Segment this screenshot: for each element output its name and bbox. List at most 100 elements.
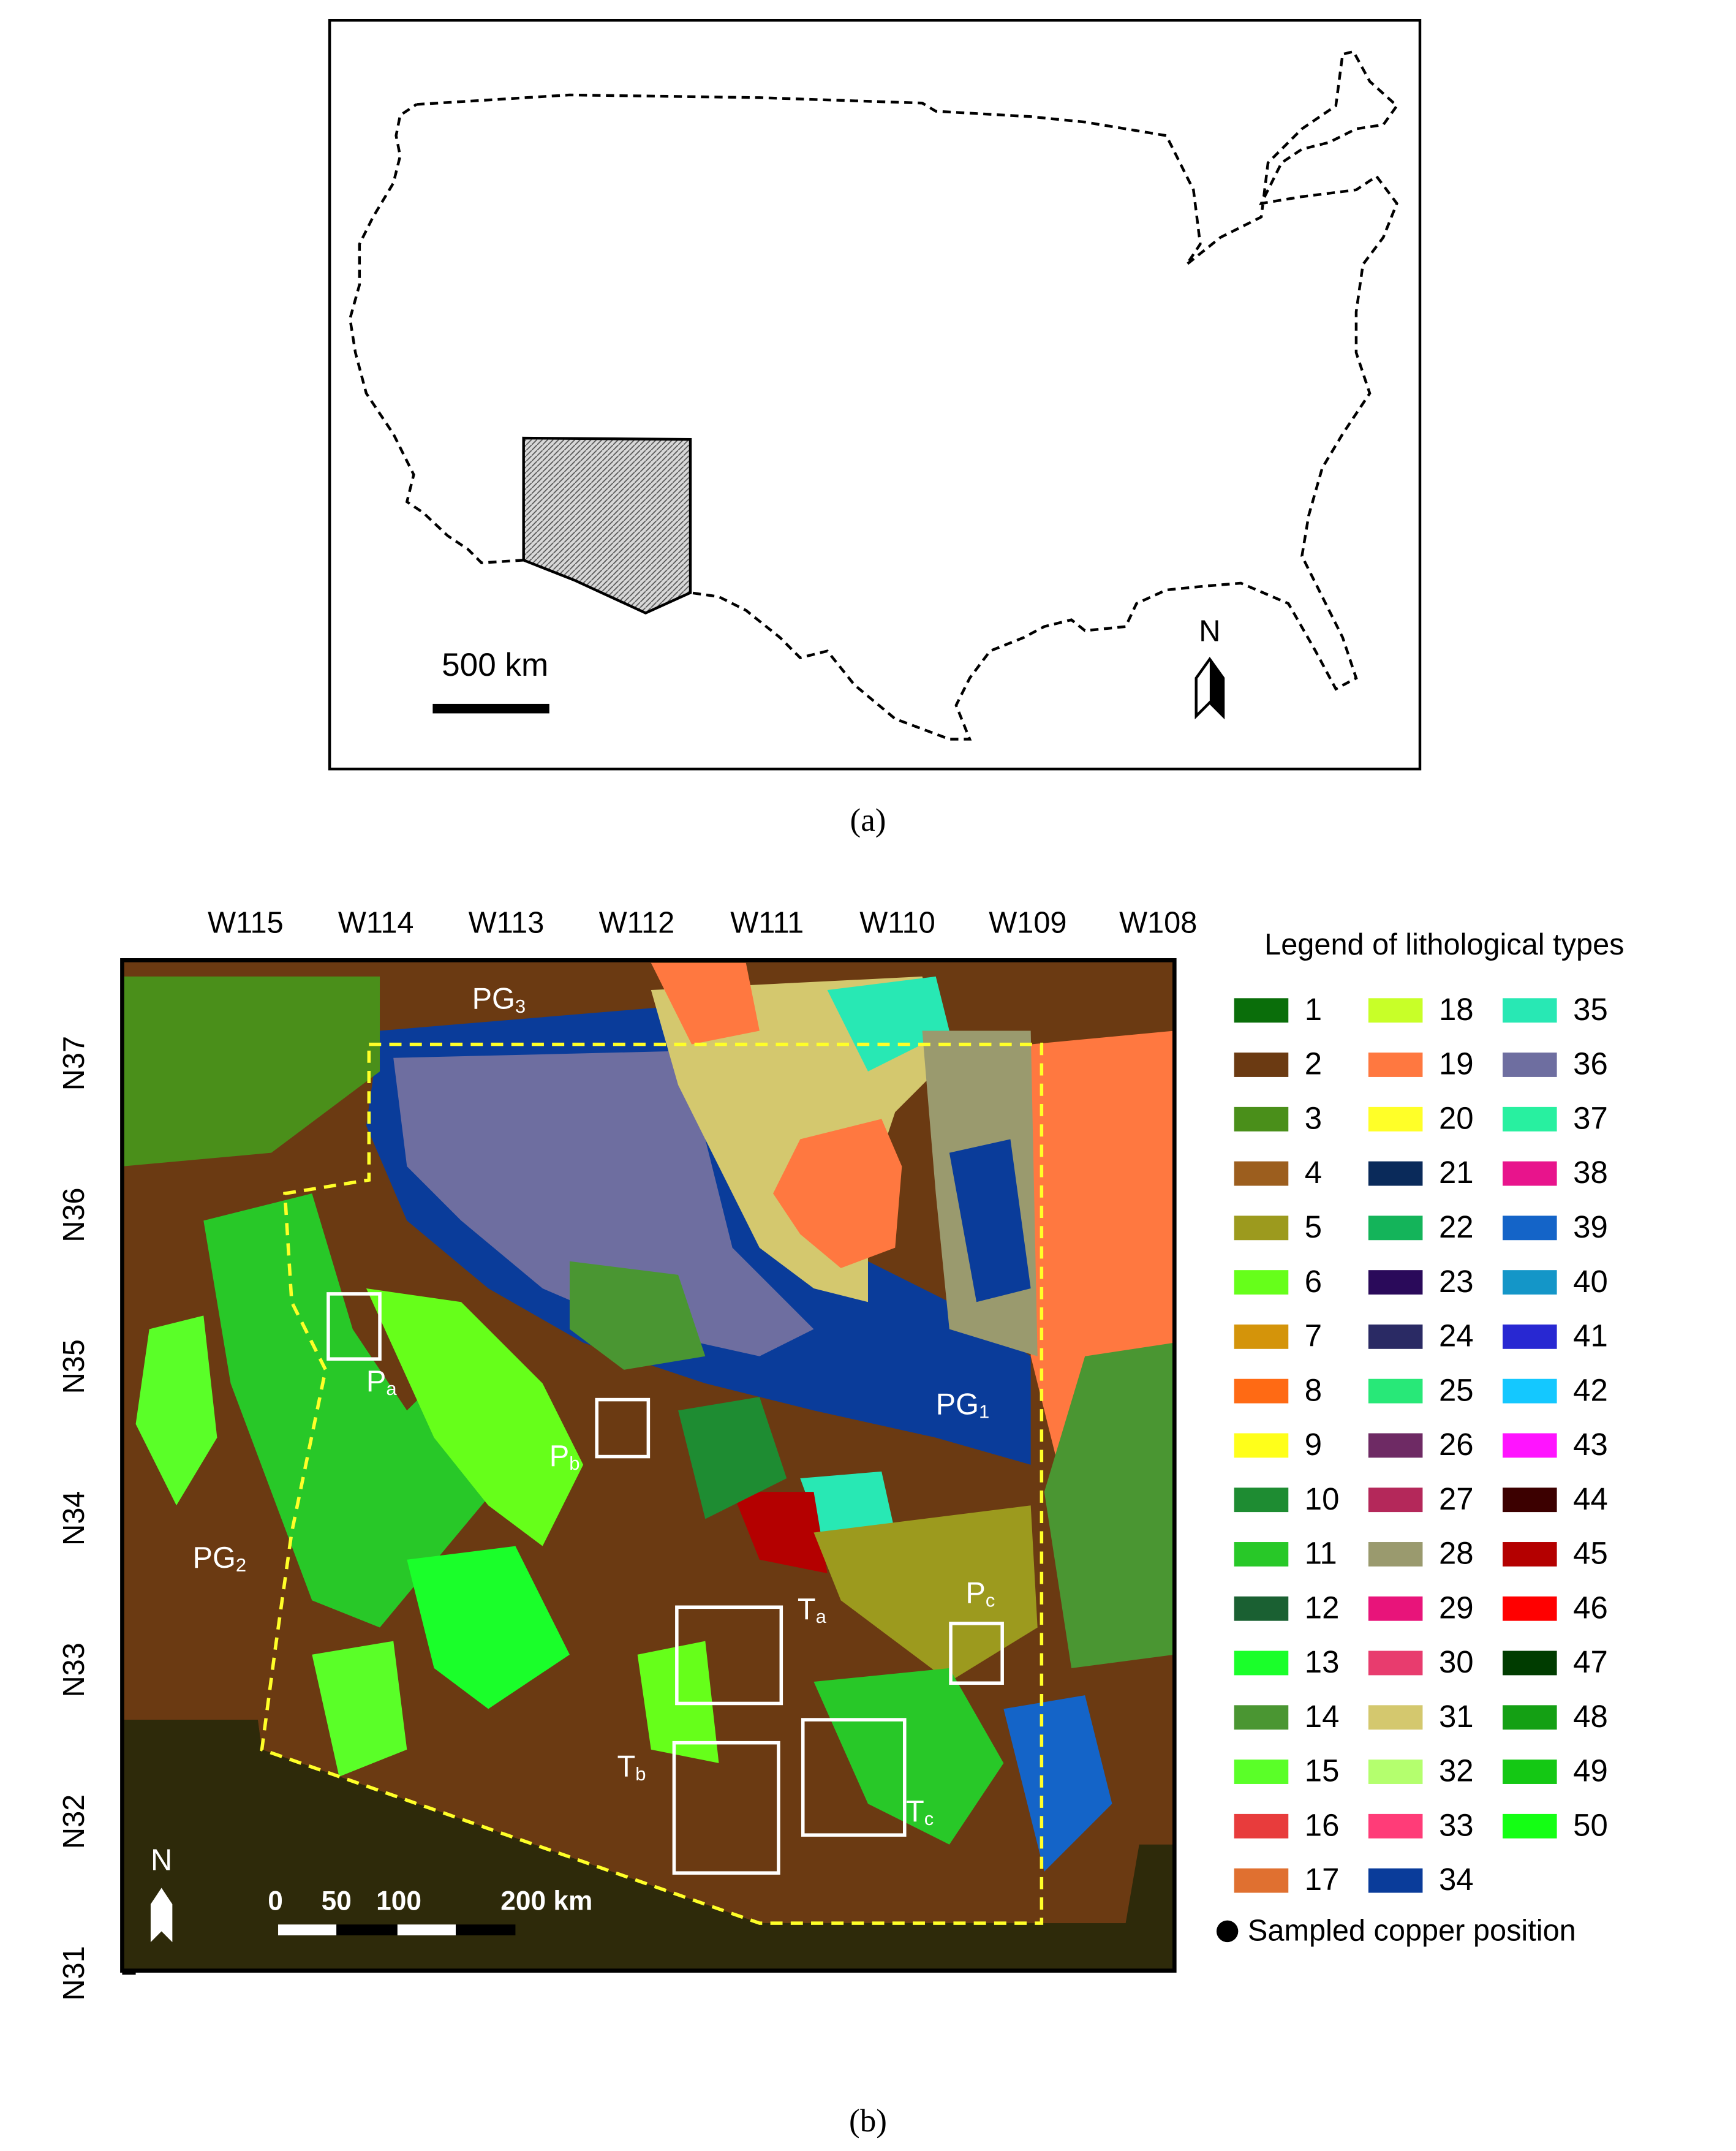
legend-swatch xyxy=(1234,1868,1289,1893)
scale-bar xyxy=(278,1924,337,1936)
legend-swatch xyxy=(1368,1161,1423,1186)
study-box xyxy=(675,1605,783,1706)
region-label: PG1 xyxy=(936,1388,990,1423)
lat-label: N36 xyxy=(58,1187,91,1242)
legend-label: 6 xyxy=(1305,1264,1322,1299)
legend-swatch xyxy=(1234,1596,1289,1621)
legend-label: 25 xyxy=(1439,1372,1474,1407)
map-unit xyxy=(827,976,949,1072)
legend-swatch xyxy=(1503,1542,1557,1567)
legend-label: 9 xyxy=(1305,1427,1322,1462)
legend-swatch xyxy=(1368,1760,1423,1784)
legend-label: 8 xyxy=(1305,1372,1322,1407)
map-unit xyxy=(773,1119,902,1268)
panel-b: W115 W114 W113 W112 W111 W110 W109 W108 N37N36N… xyxy=(58,907,1624,2139)
legend-label: 19 xyxy=(1439,1046,1474,1081)
map-unit xyxy=(651,962,760,1045)
legend-swatch xyxy=(1234,1215,1289,1241)
legend-label: 11 xyxy=(1305,1536,1337,1571)
lon-label: W108 xyxy=(1119,907,1197,940)
arizona-boundary xyxy=(260,1042,1044,1925)
map-unit xyxy=(678,1397,787,1519)
lon-label: W110 xyxy=(859,907,935,940)
legend-swatch xyxy=(1368,1053,1423,1077)
legend-label: 20 xyxy=(1439,1100,1474,1135)
lon-label: W111 xyxy=(730,907,804,940)
legend-swatch xyxy=(1368,1270,1423,1295)
legend-note: Sampled copper position xyxy=(1248,1914,1576,1947)
legend-label: 29 xyxy=(1439,1590,1474,1625)
lon-label: W114 xyxy=(338,907,414,940)
scale-bar xyxy=(432,703,549,714)
region-label: Pc xyxy=(965,1576,995,1611)
legend-swatch xyxy=(1234,1433,1289,1458)
legend-swatch xyxy=(1503,1813,1557,1839)
region-label: Tc xyxy=(906,1795,934,1829)
legend-swatch xyxy=(1503,1053,1557,1077)
legend-swatch xyxy=(1234,1705,1289,1730)
geology-map: PG3 Pa Pb Pc Ta Tb Tc PG1 PG2 N 0 50 100… xyxy=(122,960,1175,1971)
legend-swatch xyxy=(1234,998,1289,1023)
legend-swatch xyxy=(1234,1760,1289,1784)
lon-label: W109 xyxy=(989,907,1066,940)
region-label: Ta xyxy=(798,1593,827,1627)
lat-label: N33 xyxy=(58,1643,91,1697)
legend-swatch xyxy=(1234,1378,1289,1404)
legend-label: 14 xyxy=(1305,1699,1340,1734)
legend-swatch xyxy=(1368,1650,1423,1676)
legend-swatch xyxy=(1368,1324,1423,1349)
map-unit xyxy=(1044,1342,1175,1668)
scale-label: 500 km xyxy=(442,647,548,683)
legend-swatch xyxy=(1503,1705,1557,1730)
legend-title: Legend of lithological types xyxy=(1264,928,1624,961)
scale-label: 200 km xyxy=(500,1886,592,1916)
caption-b: (b) xyxy=(849,2103,887,2139)
north-label: N xyxy=(151,1843,172,1877)
study-box xyxy=(672,1741,780,1875)
study-box xyxy=(949,1622,1004,1685)
legend-swatch xyxy=(1234,1324,1289,1349)
legend-swatch xyxy=(1503,1215,1557,1241)
legend-label: 47 xyxy=(1573,1644,1608,1679)
scale-bar xyxy=(397,1924,456,1936)
legend-swatch xyxy=(1368,1378,1423,1404)
legend-swatch xyxy=(1368,1488,1423,1513)
sample-marker xyxy=(1216,1920,1239,1943)
legend-label: 35 xyxy=(1573,992,1608,1027)
legend-swatch xyxy=(1503,1488,1557,1513)
legend-swatch xyxy=(1503,1650,1557,1676)
legend-label: 24 xyxy=(1439,1318,1474,1353)
legend-label: 26 xyxy=(1439,1427,1474,1462)
map-unit xyxy=(407,1546,570,1709)
legend-label: 32 xyxy=(1439,1753,1474,1788)
legend-label: 38 xyxy=(1573,1155,1608,1190)
legend-swatch xyxy=(1503,1378,1557,1404)
map-unit xyxy=(813,1505,1038,1682)
caption-a: (a) xyxy=(850,803,886,838)
map-unit xyxy=(122,976,380,1166)
lon-labels: W115 W114 W113 W112 W111 W110 W109 W108 xyxy=(208,907,1197,974)
region-label: PG3 xyxy=(472,983,526,1017)
legend-swatch xyxy=(1368,1433,1423,1458)
legend-swatch xyxy=(1368,1215,1423,1241)
legend-label: 10 xyxy=(1305,1481,1340,1516)
legend-label: 5 xyxy=(1305,1209,1322,1244)
legend-label: 13 xyxy=(1305,1644,1340,1679)
legend-swatch xyxy=(1234,1161,1289,1186)
legend-label: 17 xyxy=(1305,1862,1340,1897)
legend-swatch xyxy=(1503,1596,1557,1621)
legend-label: 15 xyxy=(1305,1753,1340,1788)
legend-label: 16 xyxy=(1305,1807,1340,1842)
lon-label: W113 xyxy=(469,907,545,940)
scale-bar xyxy=(456,1924,516,1936)
lon-label: W115 xyxy=(208,907,284,940)
lon-label: W112 xyxy=(599,907,675,940)
legend-label: 2 xyxy=(1305,1046,1322,1081)
map-frame xyxy=(120,958,1177,1973)
legend-label: 49 xyxy=(1573,1753,1608,1788)
map-unit xyxy=(312,1641,407,1777)
map-unit xyxy=(569,1261,706,1370)
legend-label: 3 xyxy=(1305,1100,1322,1135)
map-unit xyxy=(135,1315,217,1506)
